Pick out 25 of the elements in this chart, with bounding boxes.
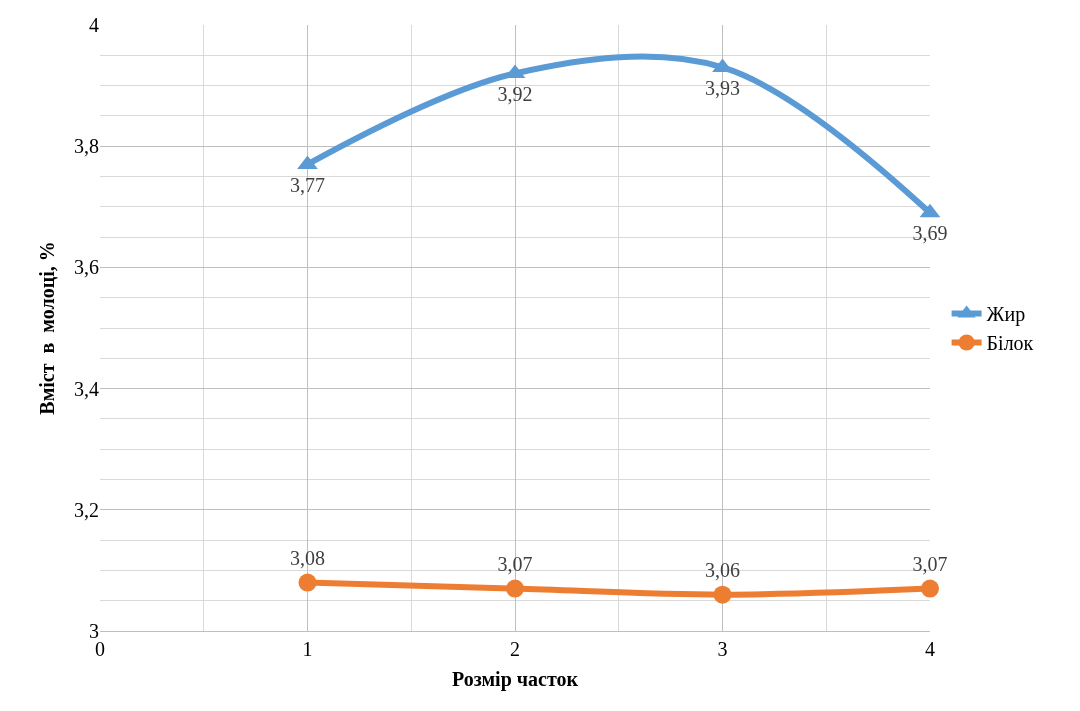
y-tick-label: 3,8 (74, 135, 99, 158)
data-label: 3,69 (912, 222, 948, 245)
y-tick-label: 4 (89, 14, 99, 36)
data-label: 3,07 (912, 553, 948, 576)
y-tick-label: 3,6 (74, 256, 99, 279)
data-label: 3,06 (705, 559, 740, 582)
y-tick-label: 3,2 (74, 498, 99, 521)
data-label: 3,77 (290, 173, 325, 196)
point (921, 579, 939, 598)
x-tick-label: 4 (925, 638, 935, 660)
x-tick-label: 2 (510, 638, 520, 660)
data-label: 3,93 (705, 76, 740, 99)
x-axis-title: Розмір часток (451, 667, 579, 691)
legend-label: Білок (986, 332, 1034, 355)
y-tick-label: 3,4 (74, 377, 99, 400)
point (713, 585, 732, 604)
point (298, 573, 317, 592)
y-axis-title: Вміст в молоці, % (35, 241, 58, 415)
x-tick-label: 1 (302, 638, 313, 660)
point (506, 579, 524, 598)
data-label: 3,08 (290, 547, 325, 570)
data-label: 3,92 (497, 82, 533, 105)
data-label: 3,07 (497, 553, 533, 576)
x-tick-label: 3 (717, 638, 728, 660)
legend-label: Жир (986, 303, 1026, 327)
